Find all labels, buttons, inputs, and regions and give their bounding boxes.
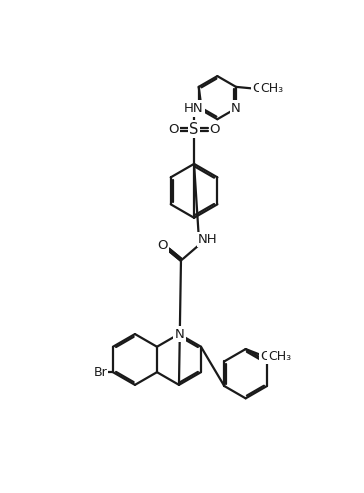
Text: Br: Br — [94, 366, 107, 379]
Text: N: N — [231, 102, 241, 115]
Text: S: S — [189, 122, 199, 137]
Text: O: O — [210, 123, 220, 136]
Text: NH: NH — [198, 233, 218, 246]
Text: N: N — [175, 327, 185, 341]
Text: CH₃: CH₃ — [268, 350, 291, 363]
Text: HN: HN — [184, 102, 204, 115]
Text: O: O — [157, 239, 168, 252]
Text: N: N — [194, 102, 203, 115]
Text: O: O — [252, 82, 263, 95]
Text: O: O — [260, 350, 271, 363]
Text: O: O — [168, 123, 178, 136]
Text: CH₃: CH₃ — [260, 82, 283, 95]
